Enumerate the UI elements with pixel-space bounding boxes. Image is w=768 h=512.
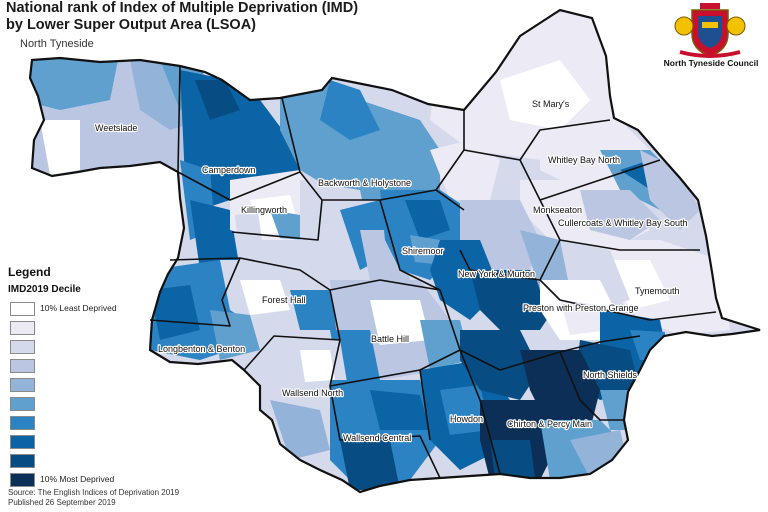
lsoa-area [40,120,80,175]
lsoa-area [320,80,380,140]
ward-label-preston-with-preston-grange: Preston with Preston Grange [523,303,639,313]
ward-label-backworth-holystone: Backworth & Holystone [318,178,411,188]
ward-label-camperdown: Camperdown [202,165,256,175]
lsoa-area [190,200,240,270]
lsoa-area [235,212,262,242]
legend-swatch [10,435,35,449]
lsoa-area [210,310,260,360]
lsoa-area [440,385,490,435]
lsoa-area [520,350,600,430]
map-title: National rank of Index of Multiple Depri… [6,0,358,34]
lsoa-area [470,270,560,330]
lsoa-area [240,280,290,315]
source-line-1: Source: The English Indices of Deprivati… [8,488,180,497]
ward-label-north-shields: North Shields [583,370,638,380]
map-title-line-2: by Lower Super Output Area (LSOA) [6,17,257,33]
lsoa-area [270,210,305,240]
lsoa-area [420,320,470,370]
ward-label-monkseaton: Monkseaton [533,205,582,215]
lsoa-area [340,440,400,490]
lsoa-area [280,84,440,200]
lsoa-area [430,140,500,200]
area-name: North Tyneside [20,38,94,50]
lsoa-area [195,80,240,120]
lsoa-areas [30,10,730,490]
ward-label-tynemouth: Tynemouth [635,286,680,296]
lsoa-area [490,440,535,478]
legend-subtitle: IMD2019 Decile [8,284,81,295]
ward-label-shiremoor: Shiremoor [402,246,444,256]
legend-swatch [10,321,35,335]
lsoa-area [580,190,660,240]
ward-label-weetslade: Weetslade [95,123,137,133]
ward-labels: St Mary's Weetslade Whitley Bay North Ca… [94,98,689,444]
council-logo [656,2,764,70]
lsoa-area [370,300,430,345]
lsoa-area [300,350,335,382]
legend-swatch [10,454,35,468]
ward-label-howdon: Howdon [450,414,483,424]
ward-label-battle-hill: Battle Hill [371,334,409,344]
ward-label-whitley-bay-north: Whitley Bay North [548,155,620,165]
ward-label-killingworth: Killingworth [241,205,287,215]
ward-boundaries [149,65,717,479]
legend-label: 10% Most Deprived [40,474,115,484]
legend-swatch [10,397,35,411]
legend-swatch [10,416,35,430]
ward-label-cullercoats-whitley-bay-south: Cullercoats & Whitley Bay South [558,218,688,228]
coat-of-arms-icon [674,3,746,58]
ward-label-chirton-percy-main: Chirton & Percy Main [507,419,592,429]
legend-title: Legend [8,265,51,279]
source-note: Source: The English Indices of Deprivati… [8,488,179,508]
legend-swatch [10,359,35,373]
lsoa-area [460,330,540,400]
lsoa-area [270,400,330,460]
lsoa-area [500,60,590,130]
ward-label-wallsend-central: Wallsend Central [343,433,411,443]
council-name: North Tyneside Council [663,58,759,68]
ward-label-forest-hall: Forest Hall [262,295,306,305]
legend-swatch [10,378,35,392]
ward-label-new-york-murton: New York & Murton [458,269,535,279]
lsoa-area [405,200,450,240]
lsoa-area [290,290,340,330]
ward-label-longbenton-benton: Longbenton & Benton [158,344,245,354]
lsoa-area [640,150,700,230]
map-title-line-1: National rank of Index of Multiple Depri… [6,0,359,16]
source-line-2: Published 26 September 2019 [8,498,116,507]
lsoa-area [370,390,430,430]
legend-swatch [10,473,35,487]
lsoa-area [30,50,120,110]
legend-swatch [10,302,35,316]
legend-swatch [10,340,35,354]
ward-label-st-marys: St Mary's [532,99,570,109]
legend-label: 10% Least Deprived [40,303,117,313]
ward-label-wallsend-north: Wallsend North [282,388,343,398]
lsoa-area [150,285,200,340]
